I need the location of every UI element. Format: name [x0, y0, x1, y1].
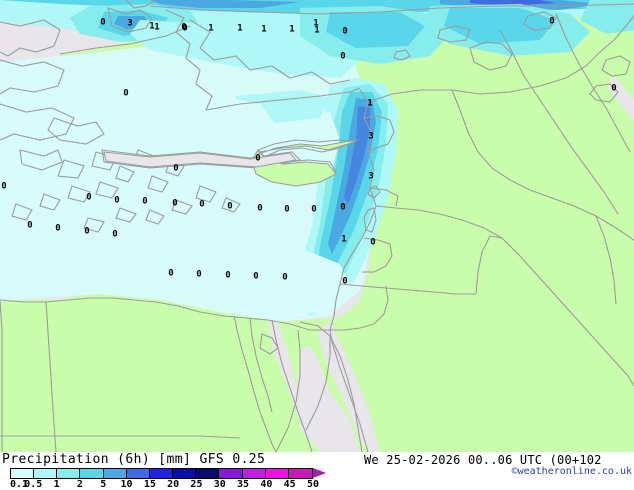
precip-value-label: 0	[284, 204, 290, 215]
precip-core-north-a	[150, 0, 300, 8]
precip-value-label: 0	[257, 203, 263, 214]
precip-value-label: 0	[196, 269, 202, 280]
color-scale-tick: 35	[237, 479, 250, 490]
color-scale-tick: 1	[53, 479, 60, 490]
precip-value-label: 0	[181, 22, 187, 33]
precip-south-med	[146, 230, 352, 314]
precip-value-label: 0	[342, 276, 348, 287]
precip-value-label: 1	[154, 22, 160, 33]
color-scale-bar[interactable]	[10, 468, 313, 479]
color-swatch[interactable]	[57, 469, 81, 478]
precip-value-label: 0	[172, 198, 178, 209]
precip-value-label: 1	[367, 98, 373, 109]
precip-value-label: 0	[253, 271, 259, 282]
precip-value-label: 0	[182, 23, 188, 34]
color-scale-tick: 45	[283, 479, 296, 490]
legend-title: Precipitation (6h) [mm] GFS 0.25	[2, 452, 266, 467]
color-scale-overflow-arrow	[313, 468, 326, 478]
precip-value-label: 3	[368, 171, 374, 182]
precip-value-label: 1	[237, 23, 243, 34]
color-scale-tick: 2	[76, 479, 83, 490]
precip-value-label: 0	[112, 229, 118, 240]
precip-value-label: 0	[282, 272, 288, 283]
valid-datetime: We 25-02-2026 00..06 UTC (00+102	[364, 453, 602, 467]
color-swatch[interactable]	[288, 469, 313, 478]
precip-value-label: 0	[86, 192, 92, 203]
color-scale-ticks: 0.1 0.5 1 2 5 10 15 20 25 30 35 40 45 50	[0, 480, 634, 490]
coastlines	[0, 0, 634, 452]
precip-value-label: 0	[168, 268, 174, 279]
map-canvas	[0, 0, 634, 452]
color-swatch[interactable]	[242, 469, 266, 478]
color-scale-tick: 10	[120, 479, 133, 490]
precip-value-label: 0	[100, 17, 106, 28]
color-scale-tick: 40	[260, 479, 273, 490]
persian-gulf	[608, 74, 634, 120]
color-scale-tick: 25	[190, 479, 203, 490]
precip-value-label: 0	[225, 270, 231, 281]
precip-value-label: 1	[289, 24, 295, 35]
map-footer: Precipitation (6h) [mm] GFS 0.25 We 25-0…	[0, 452, 634, 490]
color-scale-tick: 50	[306, 479, 320, 490]
precip-value-label: 1	[208, 23, 214, 34]
precip-value-label: 0	[611, 83, 617, 94]
precip-value-label: 0	[370, 237, 376, 248]
color-swatch[interactable]	[126, 469, 150, 478]
color-scale-tick: 0.5	[24, 479, 43, 490]
precip-value-label: 1	[261, 24, 267, 35]
precip-value-label: 1	[314, 25, 320, 36]
precip-marmara-core2	[114, 16, 150, 30]
precip-levant-peak	[344, 106, 370, 204]
precip-value-label: 0	[55, 223, 61, 234]
gulf-of-aqaba	[318, 322, 380, 452]
color-swatch[interactable]	[219, 469, 243, 478]
precip-value-label: 0	[342, 26, 348, 37]
precip-value-label: 0	[199, 199, 205, 210]
precip-value-label: 0	[123, 88, 129, 99]
crete-island	[103, 151, 297, 168]
precip-far-east	[580, 0, 634, 34]
precip-value-label: 0	[311, 204, 317, 215]
precip-value-label: 1	[341, 234, 347, 245]
precip-value-label: 1	[313, 18, 319, 29]
precip-value-label: 0	[1, 181, 7, 192]
color-swatch[interactable]	[34, 469, 58, 478]
precip-value-label: 0	[549, 16, 555, 27]
color-scale-tick: 15	[143, 479, 156, 490]
copyright-label: ©weatheronline.co.uk	[511, 466, 632, 477]
color-swatch[interactable]	[265, 469, 289, 478]
color-scale-tick: 5	[100, 479, 107, 490]
precip-value-label: 0	[340, 51, 346, 62]
precip-value-label: 0	[27, 220, 33, 231]
color-swatch[interactable]	[80, 469, 104, 478]
precip-value-label: 0	[173, 163, 179, 174]
color-swatch[interactable]	[149, 469, 174, 478]
precip-value-label: 0	[255, 153, 261, 164]
color-swatch[interactable]	[196, 469, 220, 478]
color-scale-tick: 30	[213, 479, 226, 490]
precip-value-label: 3	[368, 131, 374, 142]
precip-value-label: 0	[142, 196, 148, 207]
precip-value-label: 1	[149, 21, 155, 32]
precip-core-north-c	[470, 0, 556, 6]
red-sea	[296, 346, 360, 452]
color-scale-tick: 20	[167, 479, 180, 490]
precip-value-label: 0	[114, 195, 120, 206]
precip-value-label: 0	[84, 226, 90, 237]
color-swatch[interactable]	[11, 469, 35, 478]
color-swatch[interactable]	[103, 469, 127, 478]
precip-value-label: 3	[127, 18, 133, 29]
color-swatch[interactable]	[173, 469, 197, 478]
precip-value-label: 0	[227, 201, 233, 212]
color-scale-tick: 0.1	[9, 479, 29, 490]
precip-value-label: 0	[340, 202, 346, 213]
precip-aegean-east-core	[326, 12, 425, 48]
